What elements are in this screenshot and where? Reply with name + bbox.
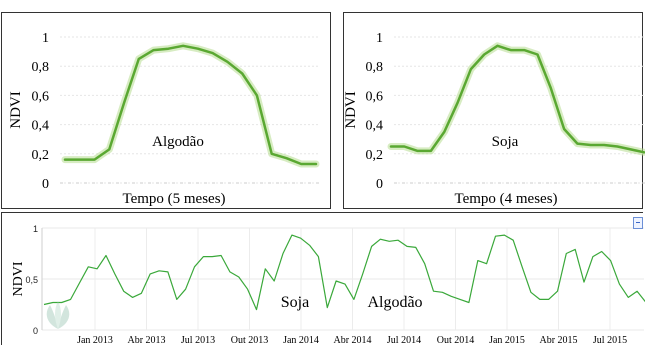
y-axis-label: NDVI (343, 91, 359, 129)
timeseries-chart: 1 0,5 0 NDVI Jan 2013 Abr 2013 Jul 2013 Out 201… (11, 224, 645, 346)
series-line (63, 44, 318, 166)
annotation-label: Soja (492, 134, 519, 150)
y-tick-label: 0,2 (32, 148, 50, 163)
series-line (389, 44, 645, 154)
x-tick-label: Jan 2015 (489, 335, 525, 346)
y-tick-label: 0,4 (32, 119, 50, 134)
y-tick-label: 1 (42, 31, 49, 46)
y-tick-label: 0 (376, 177, 383, 192)
x-tick-label: Out 2014 (437, 335, 475, 346)
y-tick-label: 1 (376, 31, 383, 46)
annotation-soja: Soja (281, 294, 309, 311)
x-tick-label: Abr 2015 (539, 335, 577, 346)
y-tick-label: 0,8 (366, 60, 384, 75)
algodao-chart-panel: 1 0,8 0,6 0,4 0,2 0 NDVI Tempo (5 meses) Algodão (1, 12, 331, 209)
timeseries-chart-panel: 1 0,5 0 NDVI Jan 2013 Abr 2013 Jul 2013 Out 201… (1, 212, 645, 346)
x-tick-label: Jul 2015 (593, 335, 627, 346)
y-tick-label: 0,8 (32, 60, 50, 75)
y-tick-label: 0 (33, 326, 38, 336)
y-tick-label: 0 (42, 177, 49, 192)
x-tick-label: Jul 2013 (181, 335, 215, 346)
y-tick-label: 0,2 (366, 148, 384, 163)
soja-chart-panel: 1 0,8 0,6 0,4 0,2 0 NDVI Tempo (4 meses) Soja (343, 12, 645, 209)
y-tick-label: 0,5 (25, 275, 38, 285)
y-tick-label: 0,6 (32, 89, 50, 104)
x-axis-label: Tempo (5 meses) (122, 191, 225, 207)
annotation-label: Algodão (152, 134, 204, 150)
x-tick-label: Out 2013 (231, 335, 269, 346)
x-tick-label: Jan 2013 (77, 335, 113, 346)
y-axis-label: NDVI (8, 91, 24, 129)
algodao-chart: 1 0,8 0,6 0,4 0,2 0 NDVI Tempo (5 meses) Algodão (8, 31, 320, 207)
x-tick-label: Jan 2014 (283, 335, 319, 346)
y-tick-label: 0,4 (366, 119, 384, 134)
menu-icon[interactable] (633, 217, 643, 229)
series-line (43, 234, 645, 311)
x-tick-label: Jul 2014 (387, 335, 421, 346)
y-tick-label: 0,6 (366, 89, 384, 104)
y-tick-label: 1 (33, 224, 38, 234)
soja-chart: 1 0,8 0,6 0,4 0,2 0 NDVI Tempo (4 meses) Soja (343, 31, 645, 207)
annotation-algodao: Algodão (367, 294, 422, 311)
watermark-logo-icon (40, 299, 76, 331)
x-tick-label: Abr 2013 (127, 335, 165, 346)
x-axis-label: Tempo (4 meses) (454, 191, 557, 207)
x-tick-label: Abr 2014 (333, 335, 371, 346)
y-axis-label: NDVI (11, 261, 26, 296)
